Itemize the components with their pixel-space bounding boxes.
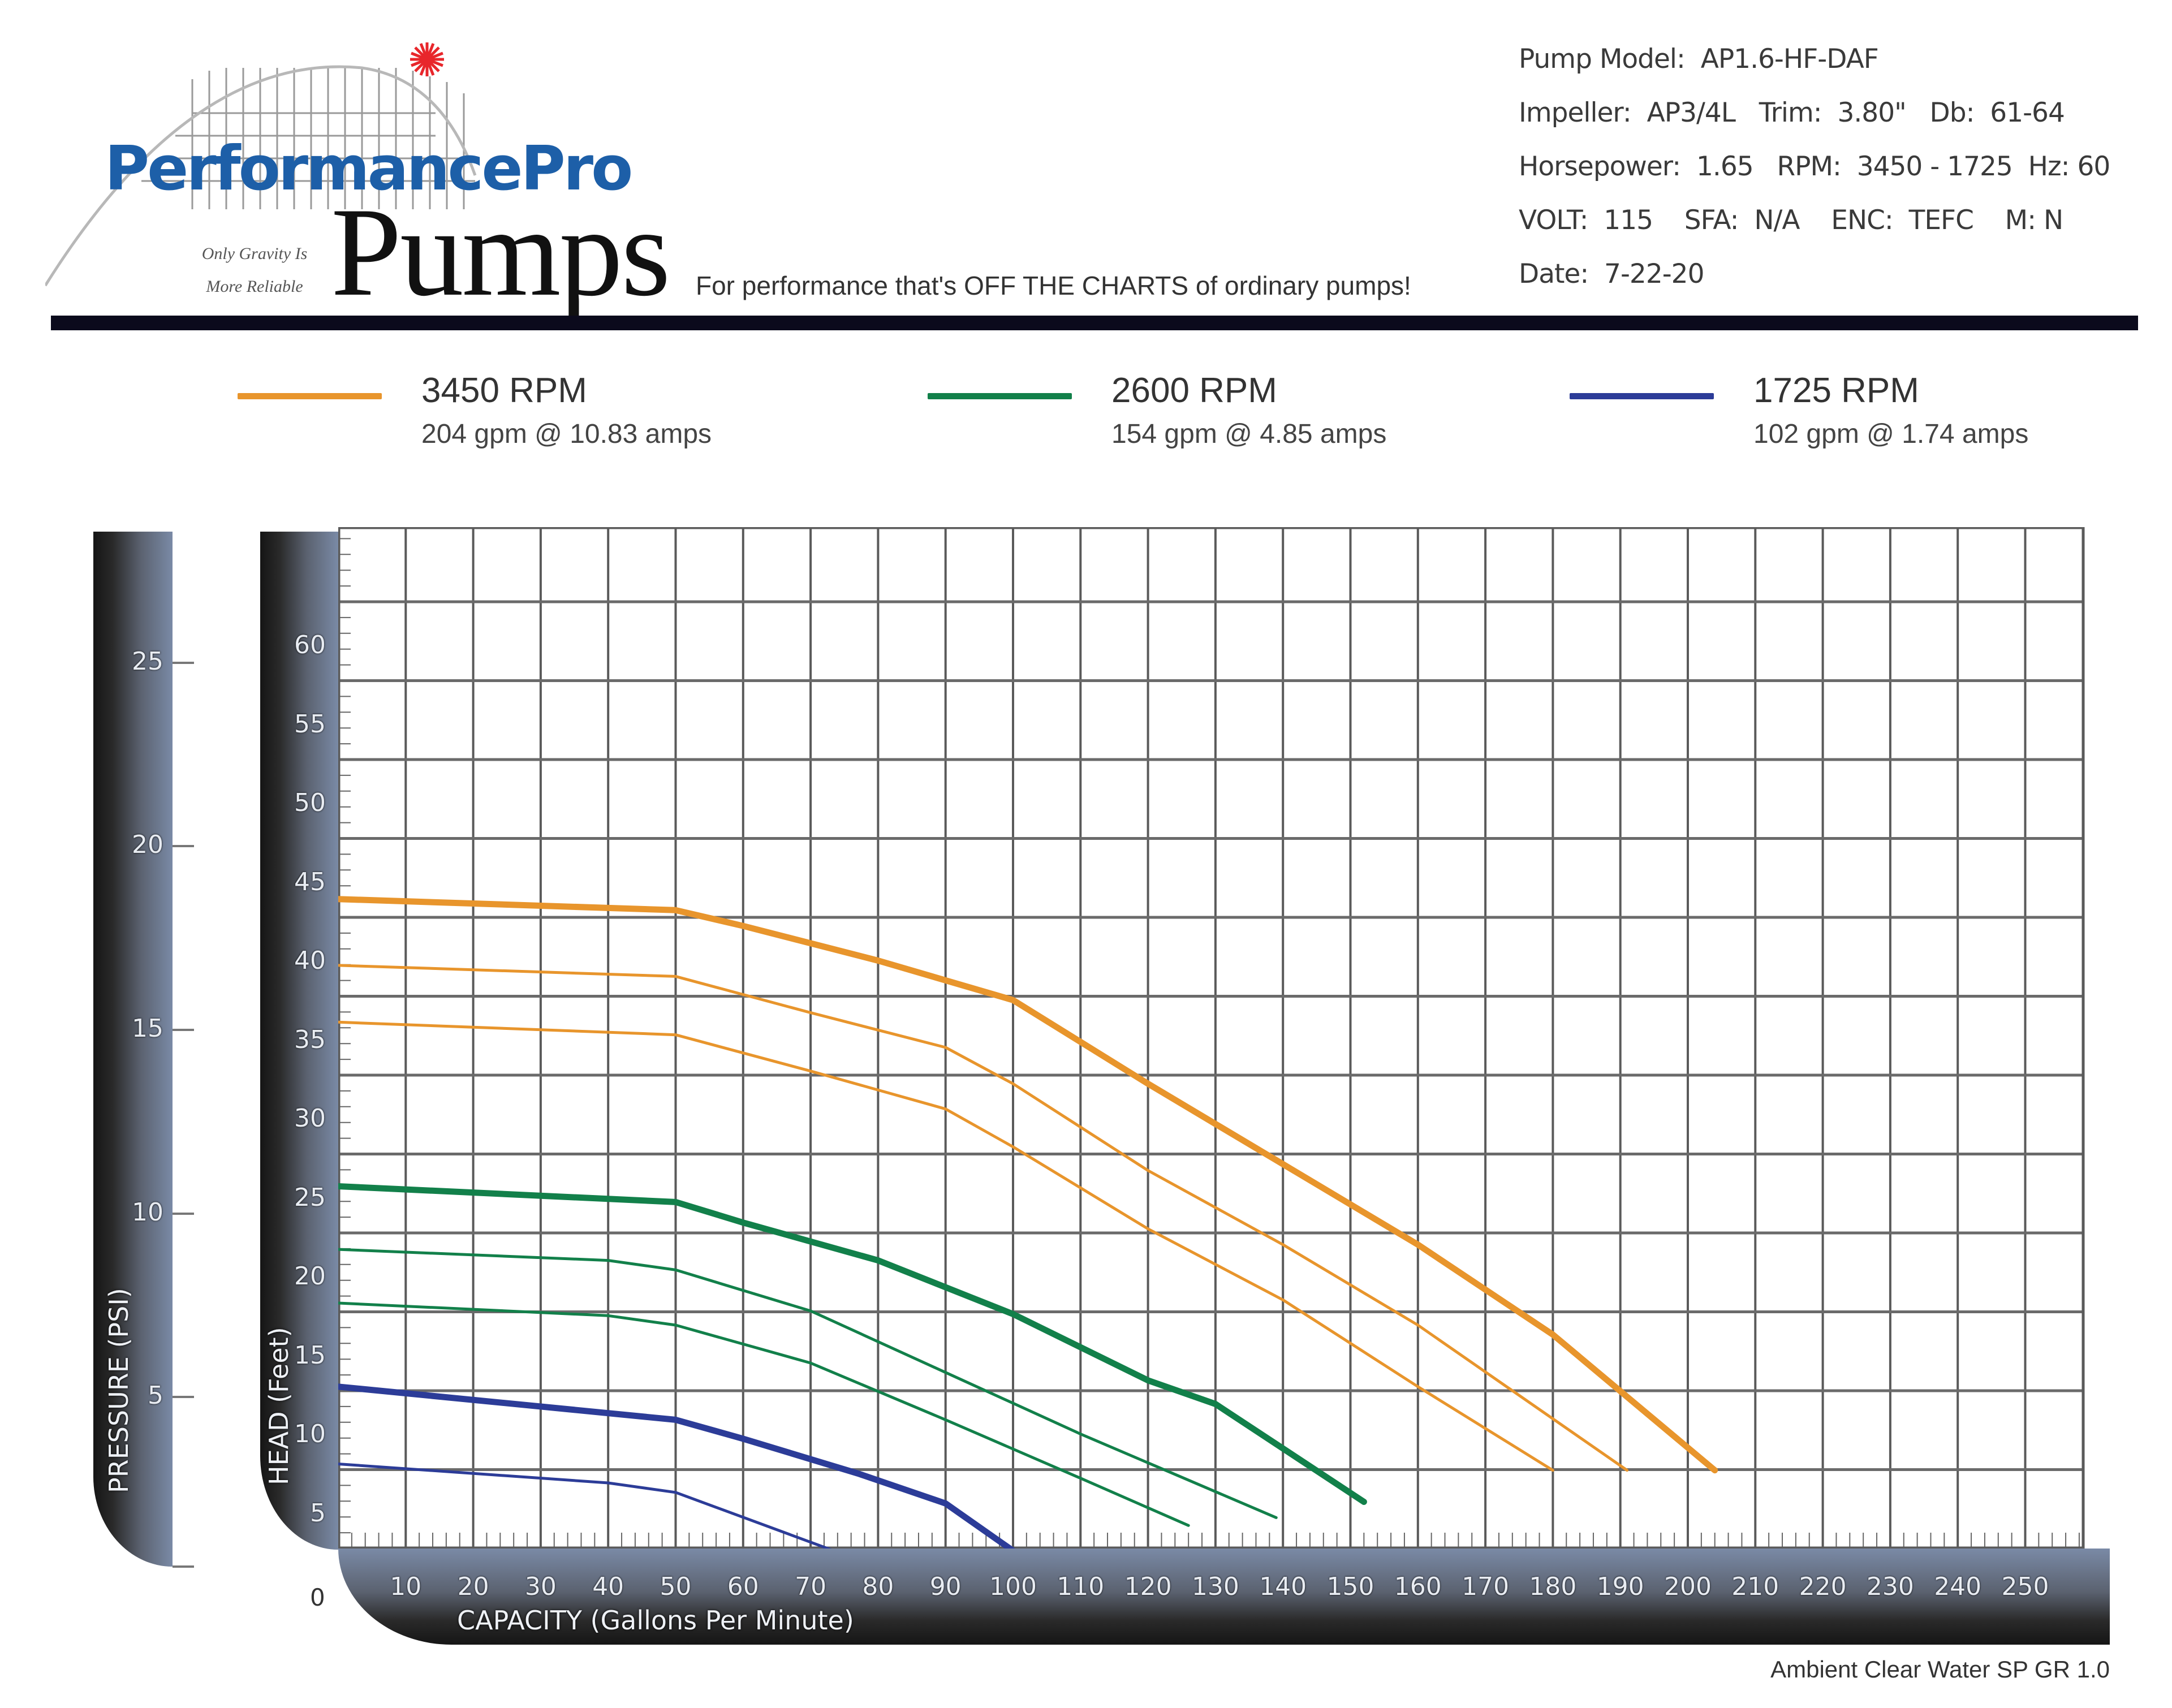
curve-2600-rpm: [338, 1183, 1367, 1505]
pressure-tick-label: 25: [132, 647, 163, 676]
pressure-tick-label: 15: [132, 1014, 163, 1043]
curve-2600-rpm-trim-2: [338, 1248, 1278, 1519]
brand-name: PerformancePro: [105, 133, 633, 204]
curve-3450-rpm: [338, 896, 1718, 1474]
brand-motto: Only Gravity Is More Reliable: [187, 238, 322, 303]
pressure-tick: [173, 662, 194, 664]
star-burst-icon: [410, 42, 444, 76]
head-tick-label: 20: [294, 1262, 326, 1291]
pressure-tick: [173, 1396, 194, 1398]
capacity-tick-label: 230: [1866, 1572, 1914, 1601]
curve-3450-rpm-trim-3: [338, 1020, 1554, 1472]
motto-line-2: More Reliable: [206, 277, 303, 296]
pressure-tick-label: 10: [132, 1198, 163, 1227]
head-tick-label: 55: [294, 709, 326, 739]
capacity-axis-band: 10 20 30 40 50 60 70 80 90 100 110 120 130 140 150 160 1…: [338, 1549, 2110, 1645]
brand-pumps: Pumps: [331, 181, 671, 322]
curve-1725-rpm: [338, 1383, 1015, 1549]
capacity-tick-label: 110: [1057, 1572, 1105, 1601]
capacity-tick-label: 90: [929, 1572, 962, 1601]
tagline: For performance that's OFF THE CHARTS of…: [696, 271, 1411, 300]
head-tick-label: 15: [294, 1340, 326, 1370]
pressure-axis-title: PRESSURE (PSI): [104, 1288, 134, 1493]
capacity-tick-label: 30: [524, 1572, 557, 1601]
legend-swatch-blue: [1570, 393, 1714, 399]
spec-pump-model: Pump Model: AP1.6-HF-DAF: [1519, 44, 1879, 75]
pressure-tick: [173, 845, 194, 847]
logo-graph-icon: [45, 65, 477, 287]
pressure-tick: [173, 1213, 194, 1215]
pressure-axis-band: 25 20 15 10 5 PRESSURE (PSI): [93, 532, 173, 1567]
capacity-tick-label: 80: [862, 1572, 894, 1601]
capacity-tick-label: 250: [2001, 1572, 2049, 1601]
capacity-tick-label: 210: [1731, 1572, 1779, 1601]
head-tick-label: 30: [294, 1104, 326, 1133]
plot-frame: [338, 527, 2085, 1549]
curve-1725-rpm-trim-2: [338, 1463, 832, 1549]
head-axis-title: HEAD (Feet): [264, 1327, 294, 1485]
legend-title: 1725 RPM: [1753, 371, 1919, 410]
head-tick-label: 50: [294, 788, 326, 817]
capacity-tick-label: 220: [1799, 1572, 1847, 1601]
capacity-tick-label: 10: [390, 1572, 422, 1601]
pressure-tick: [173, 1029, 194, 1031]
head-tick-label: 45: [294, 867, 326, 896]
curve-3450-rpm-trim-2: [338, 964, 1629, 1472]
capacity-tick-label: 100: [989, 1572, 1037, 1601]
capacity-tick-label: 20: [457, 1572, 489, 1601]
head-tick-label: 5: [310, 1498, 326, 1528]
head-tick-label: 35: [294, 1025, 326, 1054]
head-tick-label: 25: [294, 1183, 326, 1212]
legend-subtitle: 102 gpm @ 1.74 amps: [1753, 419, 2029, 449]
pump-specs: Pump Model: AP1.6-HF-DAF Impeller: AP3/4…: [1519, 40, 2110, 308]
legend-subtitle: 154 gpm @ 4.85 amps: [1111, 419, 1387, 449]
capacity-axis-title: CAPACITY (Gallons Per Minute): [457, 1605, 854, 1636]
capacity-tick-label: 190: [1596, 1572, 1644, 1601]
capacity-tick-label: 240: [1934, 1572, 1982, 1601]
spec-impeller: Impeller: AP3/4L Trim: 3.80" Db: 61-64: [1519, 97, 2065, 128]
head-tick-label: 40: [294, 946, 326, 975]
header-divider: [51, 316, 2138, 330]
minor-ticks: [338, 538, 2080, 1549]
capacity-tick-label: 180: [1529, 1572, 1577, 1601]
legend-swatch-green: [928, 393, 1072, 399]
origin-zero-label: 0: [310, 1584, 325, 1611]
capacity-tick-label: 170: [1462, 1572, 1510, 1601]
motto-line-1: Only Gravity Is: [201, 244, 308, 263]
capacity-tick-label: 40: [592, 1572, 624, 1601]
capacity-tick-label: 50: [660, 1572, 692, 1601]
pressure-tick-label: 20: [132, 830, 163, 859]
legend-title: 2600 RPM: [1111, 371, 1277, 410]
pressure-tick-label: 5: [148, 1381, 163, 1410]
capacity-tick-label: 200: [1664, 1572, 1712, 1601]
legend-swatch-orange: [238, 393, 382, 399]
spec-volt: VOLT: 115 SFA: N/A ENC: TEFC M: N: [1519, 205, 2063, 236]
company-logo: PerformancePro Pumps Only Gravity Is Mor…: [45, 28, 679, 316]
capacity-tick-label: 140: [1259, 1572, 1307, 1601]
capacity-tick-label: 160: [1394, 1572, 1442, 1601]
performance-curves: [338, 896, 1718, 1549]
spec-date: Date: 7-22-20: [1519, 258, 1704, 290]
chart-grid: [338, 527, 2085, 1549]
head-axis-band: 60 55 50 45 40 35 30 25 20 15 10 5 HEAD (Feet): [260, 532, 338, 1550]
chart-footnote: Ambient Clear Water SP GR 1.0: [1770, 1656, 2110, 1683]
capacity-tick-label: 150: [1326, 1572, 1374, 1601]
capacity-tick-label: 70: [795, 1572, 827, 1601]
spec-horsepower: Horsepower: 1.65 RPM: 3450 - 1725 Hz: 60: [1519, 151, 2110, 182]
curve-2600-rpm-trim-3: [338, 1301, 1190, 1527]
capacity-tick-label: 60: [727, 1572, 759, 1601]
pressure-tick: [173, 1565, 194, 1568]
head-tick-label: 60: [294, 631, 326, 659]
head-tick-label: 10: [294, 1420, 326, 1448]
capacity-tick-label: 120: [1124, 1572, 1172, 1601]
capacity-tick-label: 130: [1191, 1572, 1239, 1601]
legend-title: 3450 RPM: [421, 371, 587, 410]
legend-subtitle: 204 gpm @ 10.83 amps: [421, 419, 712, 449]
performance-chart-plot: [338, 527, 2085, 1549]
